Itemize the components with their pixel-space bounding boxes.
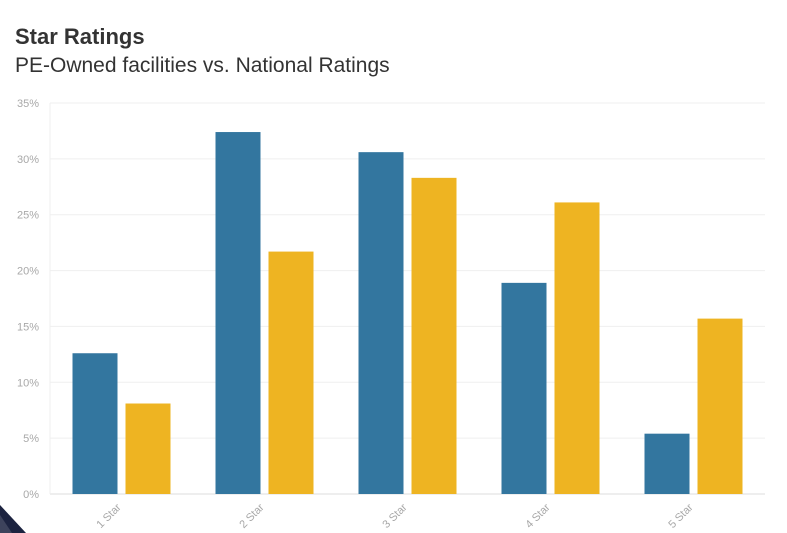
y-axis-ticks: 0% 5% 10% 15% 20% 25% 30% 35% xyxy=(17,98,39,501)
y-tick-label: 20% xyxy=(17,266,39,278)
bar-2-star-series-2 xyxy=(268,251,314,494)
y-tick-label: 15% xyxy=(17,321,39,333)
y-tick-label: 10% xyxy=(17,377,39,389)
y-tick-label: 0% xyxy=(23,489,39,501)
bar-3-star-series-2 xyxy=(411,177,457,494)
bars xyxy=(72,132,743,494)
bar-1-star-series-2 xyxy=(125,403,171,494)
corner-logo-icon xyxy=(0,505,26,533)
x-tick-label: 4 Star xyxy=(523,501,552,530)
bar-4-star-series-2 xyxy=(554,202,600,494)
bar-5-star-series-2 xyxy=(697,318,743,494)
chart-title: Star Ratings xyxy=(15,24,145,49)
x-axis-ticks: 1 Star 2 Star 3 Star 4 Star 5 Star xyxy=(94,501,695,530)
x-tick-label: 3 Star xyxy=(380,501,409,530)
bar-2-star-series-1 xyxy=(215,132,261,494)
bar-4-star-series-1 xyxy=(501,282,547,494)
x-tick-label: 2 Star xyxy=(237,501,266,530)
y-tick-label: 5% xyxy=(23,433,39,445)
y-tick-label: 30% xyxy=(17,154,39,166)
y-tick-label: 25% xyxy=(17,210,39,222)
bar-1-star-series-1 xyxy=(72,353,118,494)
chart-subtitle: PE-Owned facilities vs. National Ratings xyxy=(15,54,390,77)
y-tick-label: 35% xyxy=(17,98,39,110)
bar-5-star-series-1 xyxy=(644,433,690,494)
bar-3-star-series-1 xyxy=(358,152,404,494)
x-tick-label: 1 Star xyxy=(94,501,123,530)
x-tick-label: 5 Star xyxy=(666,501,695,530)
